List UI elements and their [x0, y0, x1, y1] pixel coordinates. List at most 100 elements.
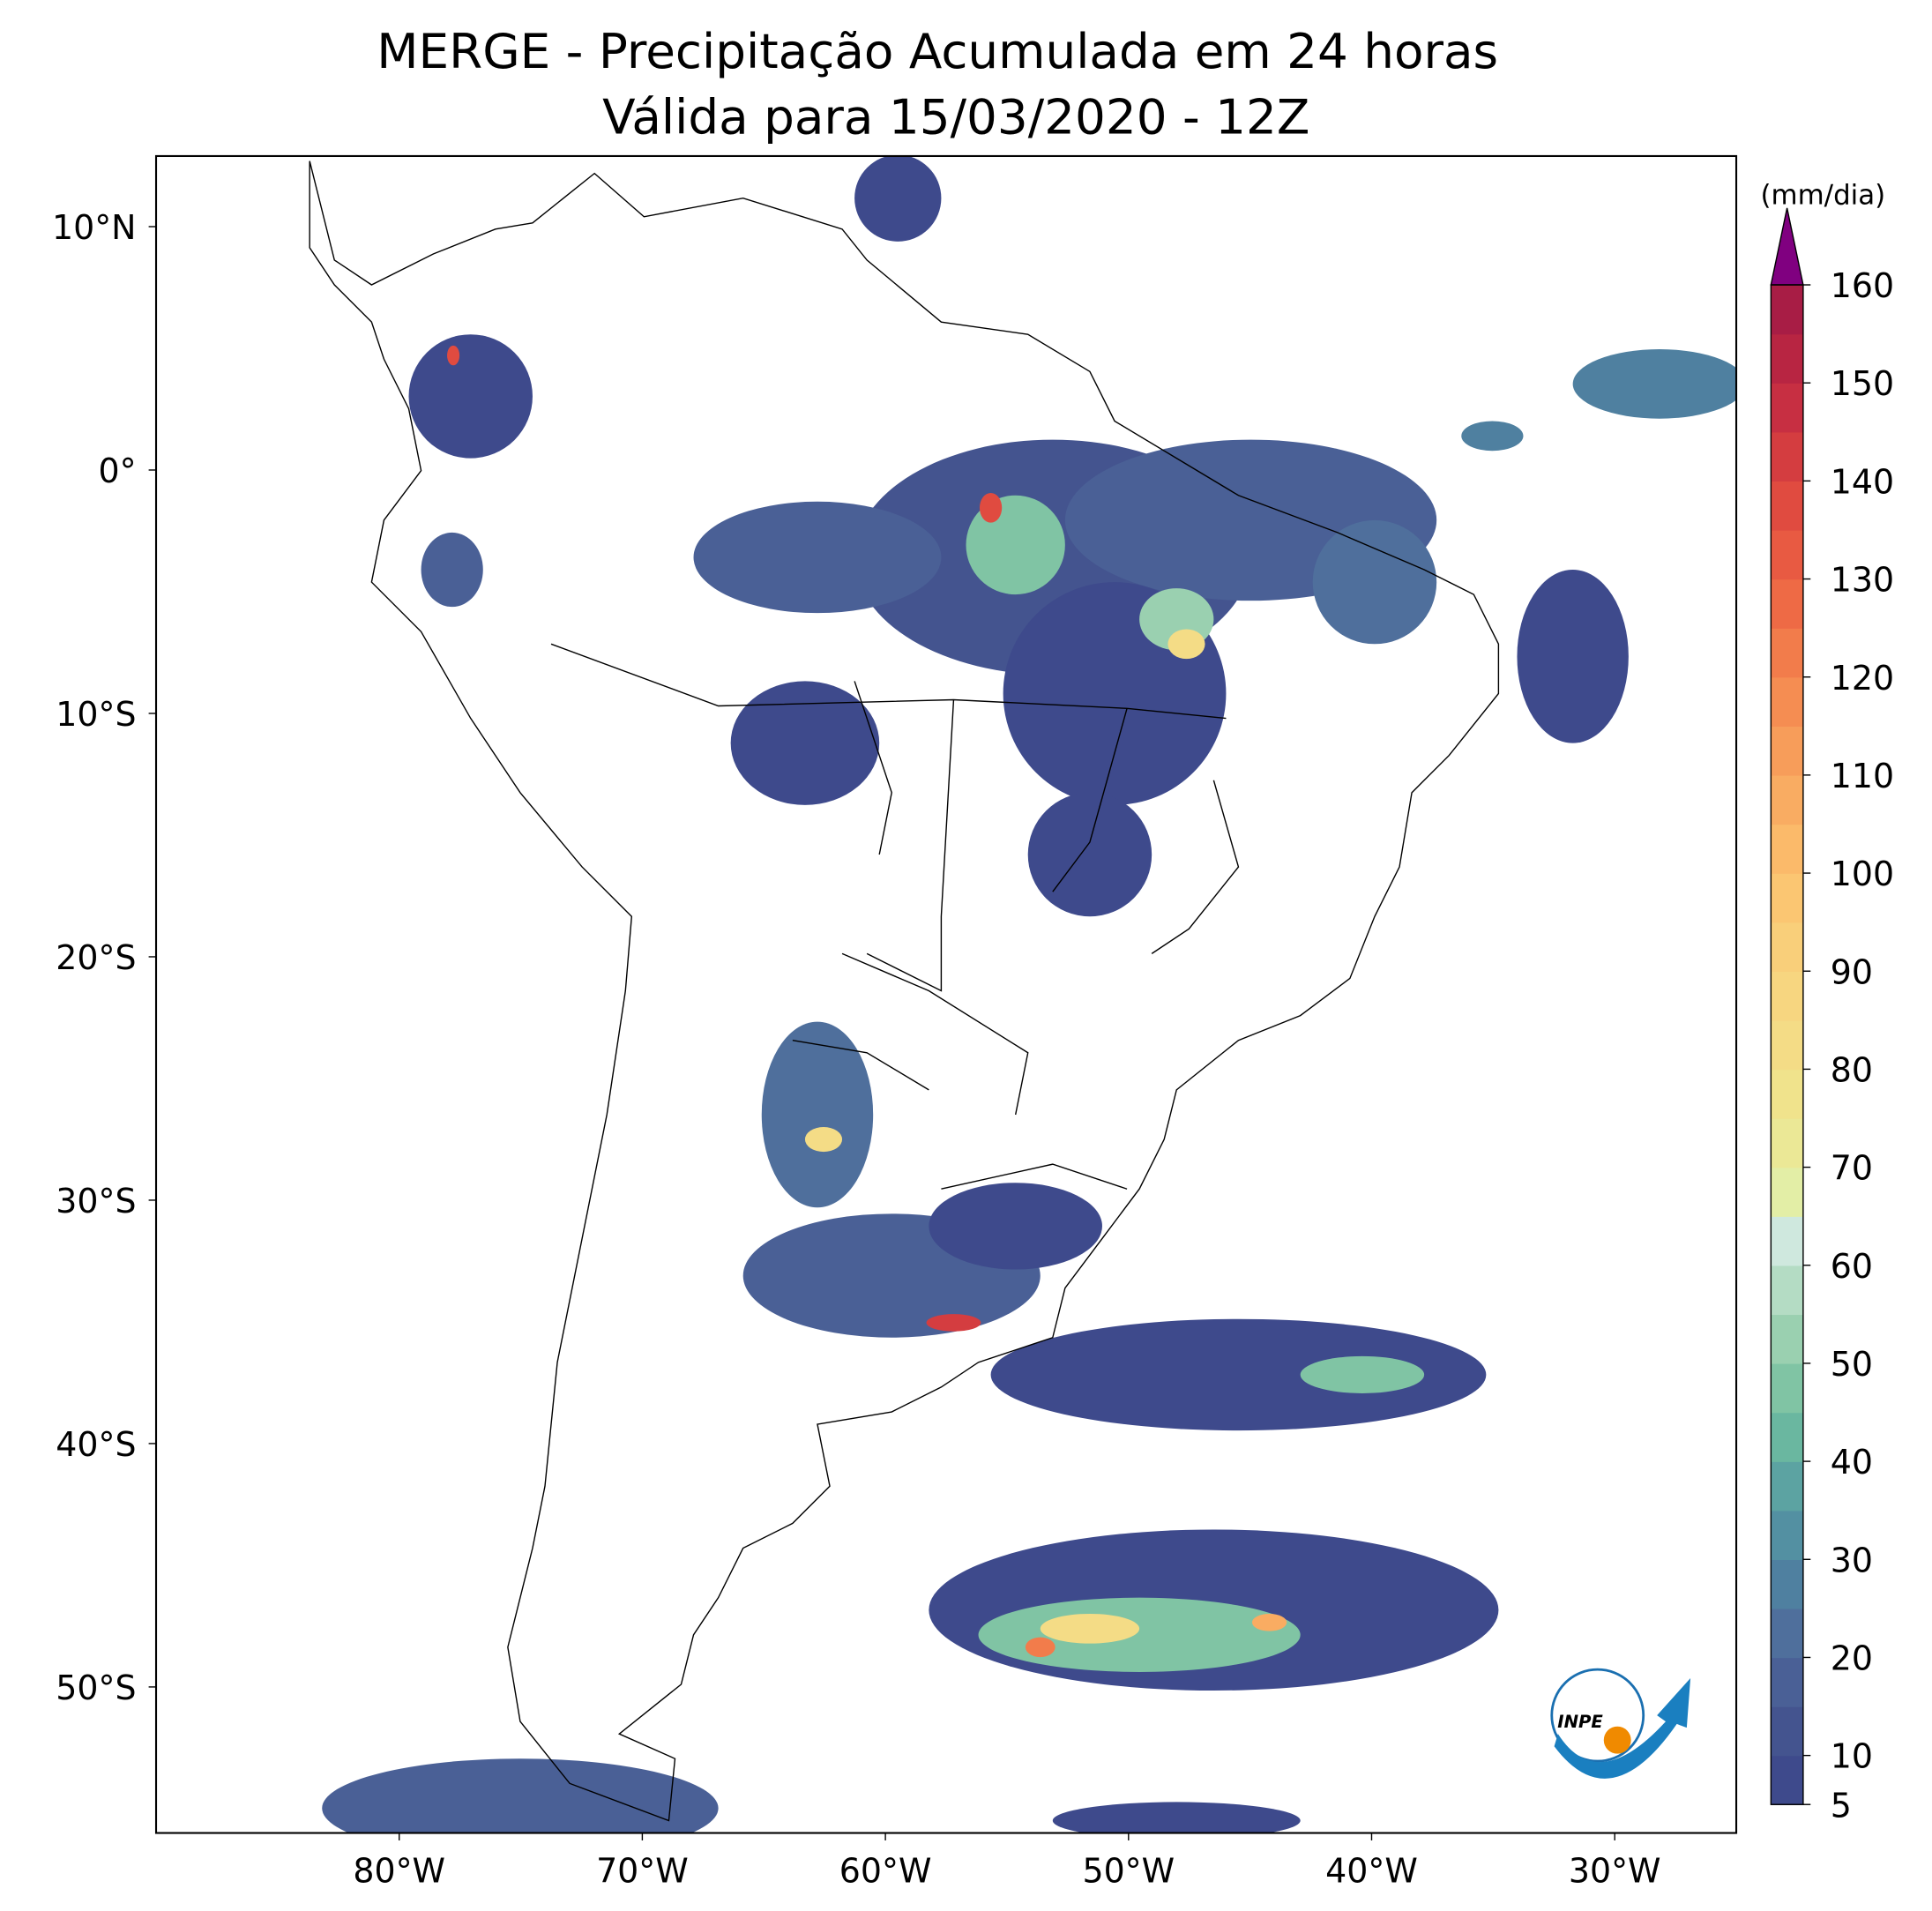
- colorbar-tick-label: 30: [1831, 1541, 1873, 1579]
- y-tick-label: 0°: [98, 452, 136, 490]
- rain-area: [1040, 1613, 1140, 1644]
- colorbar-band: [1771, 922, 1803, 972]
- colorbar-frame: [1770, 284, 1804, 1805]
- colorbar-band: [1771, 1069, 1803, 1119]
- colorbar-tick-label: 150: [1831, 364, 1894, 403]
- colorbar-tick-label: 70: [1831, 1149, 1873, 1188]
- colorbar-band: [1771, 529, 1803, 580]
- colorbar-band: [1771, 1559, 1803, 1609]
- colorbar-tick-label: 5: [1831, 1786, 1852, 1825]
- rain-area: [322, 1758, 719, 1833]
- colorbar-band: [1771, 1510, 1803, 1560]
- rain-area: [421, 532, 483, 608]
- colorbar-band: [1771, 579, 1803, 629]
- colorbar-band: [1771, 971, 1803, 1021]
- y-tick-label: 40°S: [56, 1425, 136, 1464]
- rain-area: [730, 681, 880, 805]
- colorbar-band: [1771, 1755, 1803, 1805]
- colorbar-band: [1771, 628, 1803, 678]
- rain-area: [1517, 570, 1629, 743]
- colorbar-band: [1771, 1412, 1803, 1462]
- colorbar-tick-label: 40: [1831, 1443, 1873, 1482]
- colorbar-tick-label: 60: [1831, 1247, 1873, 1286]
- x-tick-label: 50°W: [1082, 1852, 1175, 1891]
- colorbar-band: [1771, 1461, 1803, 1512]
- colorbar-band: [1771, 1117, 1803, 1168]
- colorbar-tick-label: 160: [1831, 266, 1894, 305]
- rain-area: [1312, 519, 1437, 645]
- rain-area: [1025, 1637, 1056, 1658]
- colorbar-band: [1771, 431, 1803, 482]
- colorbar-band: [1771, 1657, 1803, 1707]
- colorbar-band: [1771, 774, 1803, 825]
- rain-area: [979, 492, 1003, 523]
- map-area: INPE: [154, 154, 1738, 1834]
- colorbar-tick-label: 130: [1831, 561, 1894, 600]
- colorbar-band: [1771, 824, 1803, 874]
- subtitle: Válida para 15/03/2020 - 12Z: [602, 89, 1309, 146]
- x-tick-label: 60°W: [839, 1852, 932, 1891]
- rain-area: [978, 1597, 1301, 1672]
- y-tick-label: 20°S: [56, 938, 136, 977]
- logo-ring: [1550, 1668, 1645, 1763]
- logo: INPE: [1550, 1668, 1691, 1779]
- borders: [550, 643, 1240, 1190]
- rain-area: [1251, 1613, 1287, 1631]
- colorbar-tick-label: 20: [1831, 1639, 1873, 1678]
- colorbar-band: [1771, 1608, 1803, 1659]
- x-tick-label: 30°W: [1569, 1852, 1661, 1891]
- rain-area: [1052, 1802, 1301, 1833]
- logo-dot: [1603, 1726, 1631, 1754]
- logo-text: INPE: [1557, 1712, 1603, 1732]
- y-tick-label: 10°S: [56, 695, 136, 734]
- rain-area: [408, 334, 533, 459]
- colorbar-band: [1771, 1362, 1803, 1414]
- precipitation-field: [309, 155, 1737, 1833]
- rain-area: [761, 1021, 874, 1208]
- rain-area: [1461, 421, 1524, 452]
- colorbar-tick-label: 50: [1831, 1345, 1873, 1384]
- x-tick-label: 70°W: [596, 1852, 689, 1891]
- rain-area: [804, 1127, 843, 1153]
- rain-area: [929, 1183, 1102, 1270]
- rain-area: [693, 501, 942, 614]
- colorbar-band: [1771, 1167, 1803, 1217]
- colorbar-band: [1771, 1314, 1803, 1364]
- colorbar-band: [1771, 383, 1803, 433]
- logo-swoosh: [1554, 1677, 1691, 1779]
- rain-area: [1027, 792, 1152, 917]
- colorbar-tick-label: 80: [1831, 1050, 1873, 1089]
- colorbar-tick-label: 120: [1831, 659, 1894, 698]
- colorbar-band: [1771, 481, 1803, 531]
- x-tick-label: 40°W: [1325, 1852, 1418, 1891]
- colorbar-tick-label: 110: [1831, 757, 1894, 795]
- colorbar-unit: (mm/dia): [1760, 180, 1885, 212]
- rain-area: [990, 1318, 1487, 1431]
- colorbar-extension: [1770, 207, 1804, 286]
- colorbar-band: [1771, 726, 1803, 776]
- x-tick-label: 80°W: [353, 1852, 445, 1891]
- colorbar-band: [1771, 1706, 1803, 1757]
- rain-area: [926, 1314, 981, 1332]
- colorbar-band: [1771, 1019, 1803, 1071]
- colorbar-band: [1771, 285, 1803, 335]
- y-tick-label: 30°S: [56, 1182, 136, 1221]
- rain-area: [447, 345, 460, 366]
- colorbar-tick-label: 10: [1831, 1737, 1873, 1776]
- colorbar-tick-label: 140: [1831, 462, 1894, 501]
- rain-area: [1167, 629, 1205, 660]
- colorbar-band: [1771, 873, 1803, 923]
- rain-area: [1300, 1355, 1425, 1393]
- y-tick-label: 50°S: [56, 1668, 136, 1707]
- rain-area: [854, 155, 942, 242]
- colorbar-band: [1771, 676, 1803, 728]
- colorbar-tick-label: 90: [1831, 952, 1873, 991]
- colorbar-tick-label: 100: [1831, 855, 1894, 893]
- coastline: [309, 160, 1500, 1822]
- colorbar-band: [1771, 1265, 1803, 1316]
- map-frame: [154, 154, 1738, 1834]
- colorbar-band: [1771, 333, 1803, 384]
- rain-area: [1572, 349, 1737, 419]
